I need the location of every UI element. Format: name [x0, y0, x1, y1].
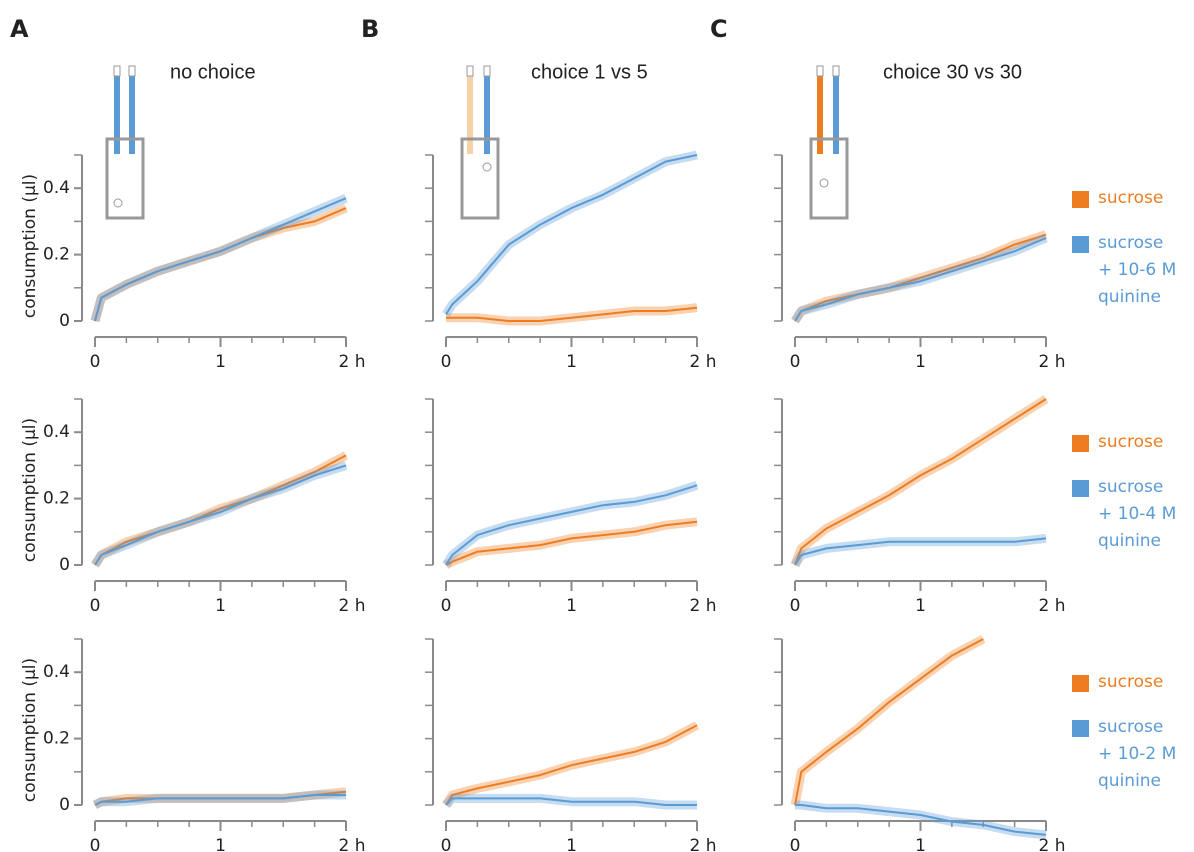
y-axis-label: consumption (µl)	[20, 174, 40, 318]
series-line	[794, 638, 984, 806]
legend-label: sucrose + 10-2 M quinine	[1098, 717, 1177, 791]
x-tick-label: 0	[441, 352, 452, 372]
x-tick-label: 1	[215, 836, 226, 852]
y-tick-label: 0	[59, 795, 70, 815]
x-tick-label: 1	[566, 836, 577, 852]
y-tick-label: 0	[59, 311, 70, 331]
y-tick-label: 0.2	[43, 489, 70, 509]
x-tick-label: 0	[90, 352, 101, 372]
panel-label: B	[361, 15, 379, 43]
x-tick-label: 2 h	[339, 352, 366, 372]
series-line	[94, 464, 347, 566]
series-line	[445, 154, 698, 315]
series-line	[94, 794, 346, 806]
x-tick-label: 2 h	[339, 596, 366, 616]
chart-title: choice 1 vs 5	[531, 61, 648, 83]
x-tick-label: 0	[790, 596, 801, 616]
y-tick-label: 0.4	[43, 422, 70, 442]
series-line	[795, 804, 1047, 836]
legend-label: sucrose	[1098, 432, 1164, 452]
y-tick-label: 0	[59, 555, 70, 575]
x-tick-label: 2 h	[690, 352, 717, 372]
x-tick-label: 1	[915, 836, 926, 852]
fly-chamber-icon	[105, 65, 849, 220]
legend-swatch	[1072, 720, 1089, 737]
chart-title: choice 30 vs 30	[883, 61, 1022, 83]
error-band	[443, 517, 698, 569]
y-axis-label: consumption (µl)	[20, 658, 40, 802]
x-tick-label: 1	[215, 596, 226, 616]
x-tick-label: 0	[441, 596, 452, 616]
x-tick-label: 1	[915, 352, 926, 372]
legend-swatch	[1072, 236, 1089, 253]
series-line	[445, 724, 698, 806]
series-line	[94, 197, 347, 322]
series-line	[445, 484, 698, 566]
y-axis-label: consumption (µl)	[20, 418, 40, 562]
x-tick-label: 0	[790, 836, 801, 852]
legend-label: sucrose	[1098, 672, 1164, 692]
legend-swatch	[1072, 675, 1089, 692]
series-line	[794, 237, 1047, 322]
x-tick-label: 1	[915, 596, 926, 616]
error-band	[90, 203, 348, 323]
error-band	[791, 233, 1048, 324]
x-tick-label: 2 h	[339, 836, 366, 852]
error-band	[790, 635, 986, 806]
x-tick-label: 1	[566, 352, 577, 372]
x-tick-label: 0	[90, 836, 101, 852]
legend-label: sucrose	[1098, 188, 1164, 208]
y-tick-label: 0.4	[43, 178, 70, 198]
series-line	[794, 398, 1047, 566]
x-tick-label: 2 h	[1039, 352, 1066, 372]
legend-swatch	[1072, 480, 1089, 497]
legend-label: sucrose + 10-6 M quinine	[1098, 233, 1177, 307]
panel-label: A	[10, 15, 29, 43]
x-tick-label: 0	[441, 836, 452, 852]
series-line	[446, 306, 698, 322]
series-line	[94, 454, 347, 566]
x-tick-label: 0	[90, 596, 101, 616]
legend-swatch	[1072, 191, 1089, 208]
x-tick-label: 2 h	[1039, 836, 1066, 852]
x-tick-label: 2 h	[690, 836, 717, 852]
series-line	[445, 797, 697, 806]
error-band	[91, 461, 348, 568]
error-band	[442, 150, 698, 317]
x-tick-label: 2 h	[690, 596, 717, 616]
legend-label: sucrose + 10-4 M quinine	[1098, 477, 1177, 551]
chart-title: no choice	[170, 61, 256, 83]
x-tick-label: 2 h	[1039, 596, 1066, 616]
y-tick-label: 0.2	[43, 729, 70, 749]
y-tick-label: 0.2	[43, 245, 70, 265]
x-tick-label: 0	[790, 352, 801, 372]
x-tick-label: 1	[215, 352, 226, 372]
series-line	[445, 520, 698, 566]
panel-label: C	[710, 15, 728, 43]
legend-swatch	[1072, 435, 1089, 452]
series-line	[794, 233, 1047, 322]
x-tick-label: 1	[566, 596, 577, 616]
series-line	[794, 537, 1047, 566]
y-tick-label: 0.4	[43, 662, 70, 682]
